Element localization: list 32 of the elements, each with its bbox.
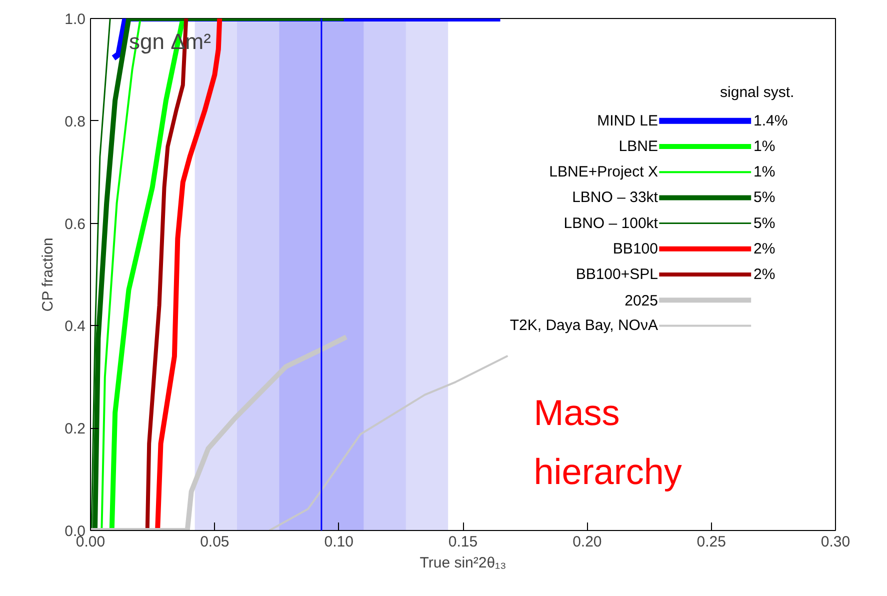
text: BB100 (612, 240, 658, 258)
text: 2025 (624, 292, 658, 310)
y-tick-label: 1.0 (64, 11, 86, 28)
text: LBNE+Project X (549, 164, 658, 181)
y-tick-label: 0.8 (64, 113, 86, 130)
annotation: 1.4% (754, 112, 788, 130)
y-axis-title: CP fraction (40, 238, 57, 312)
series-label: T2K, Daya Bay, NOνA (510, 317, 658, 334)
annotation: 2% (754, 266, 776, 283)
text: MIND LE (597, 112, 658, 130)
legend-title: signal syst. (720, 84, 794, 102)
x-axis-title: True sin²2θ₁₃ (420, 554, 506, 572)
y-tick-label: 0.6 (64, 216, 86, 233)
y-tick-label: 0.4 (64, 318, 86, 336)
annotation: Mass hierarchy (534, 392, 682, 492)
x-tick-label: 0.10 (324, 534, 354, 550)
text: LBNO – 33kt (572, 189, 659, 206)
text: BB100+SPL (576, 266, 658, 283)
annotation: 2% (754, 240, 776, 258)
annotation: 1% (754, 164, 776, 181)
x-tick-label: 0.25 (696, 534, 726, 550)
x-tick-label: 0.30 (820, 534, 850, 550)
annotation: 5% (754, 189, 776, 206)
y-tick-label: 0.2 (64, 420, 86, 438)
x-tick-label: 0.15 (448, 534, 478, 550)
text: LBNE (618, 138, 658, 155)
annotation: 1% (754, 138, 776, 155)
line-series (268, 354, 509, 530)
annotation: 5% (754, 214, 776, 232)
x-tick-label: 0.05 (200, 534, 230, 550)
x-tick-label: 0.20 (572, 534, 602, 550)
text: LBNO – 100kt (564, 214, 659, 232)
